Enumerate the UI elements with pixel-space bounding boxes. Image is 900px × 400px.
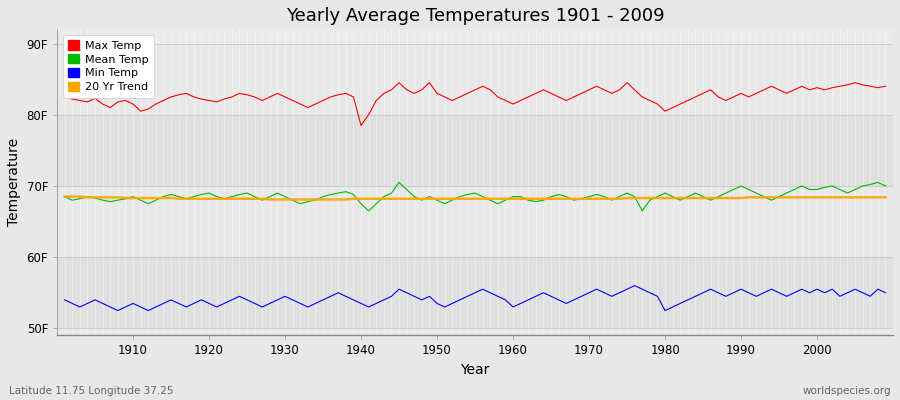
Legend: Max Temp, Mean Temp, Min Temp, 20 Yr Trend: Max Temp, Mean Temp, Min Temp, 20 Yr Tre… — [63, 35, 154, 98]
Bar — [57, 44, 893, 115]
Bar — [57, 186, 893, 257]
Bar — [57, 115, 893, 186]
Text: worldspecies.org: worldspecies.org — [803, 386, 891, 396]
Text: Latitude 11.75 Longitude 37.25: Latitude 11.75 Longitude 37.25 — [9, 386, 174, 396]
Bar — [57, 257, 893, 328]
X-axis label: Year: Year — [461, 363, 490, 377]
Y-axis label: Temperature: Temperature — [7, 138, 21, 226]
Title: Yearly Average Temperatures 1901 - 2009: Yearly Average Temperatures 1901 - 2009 — [285, 7, 664, 25]
